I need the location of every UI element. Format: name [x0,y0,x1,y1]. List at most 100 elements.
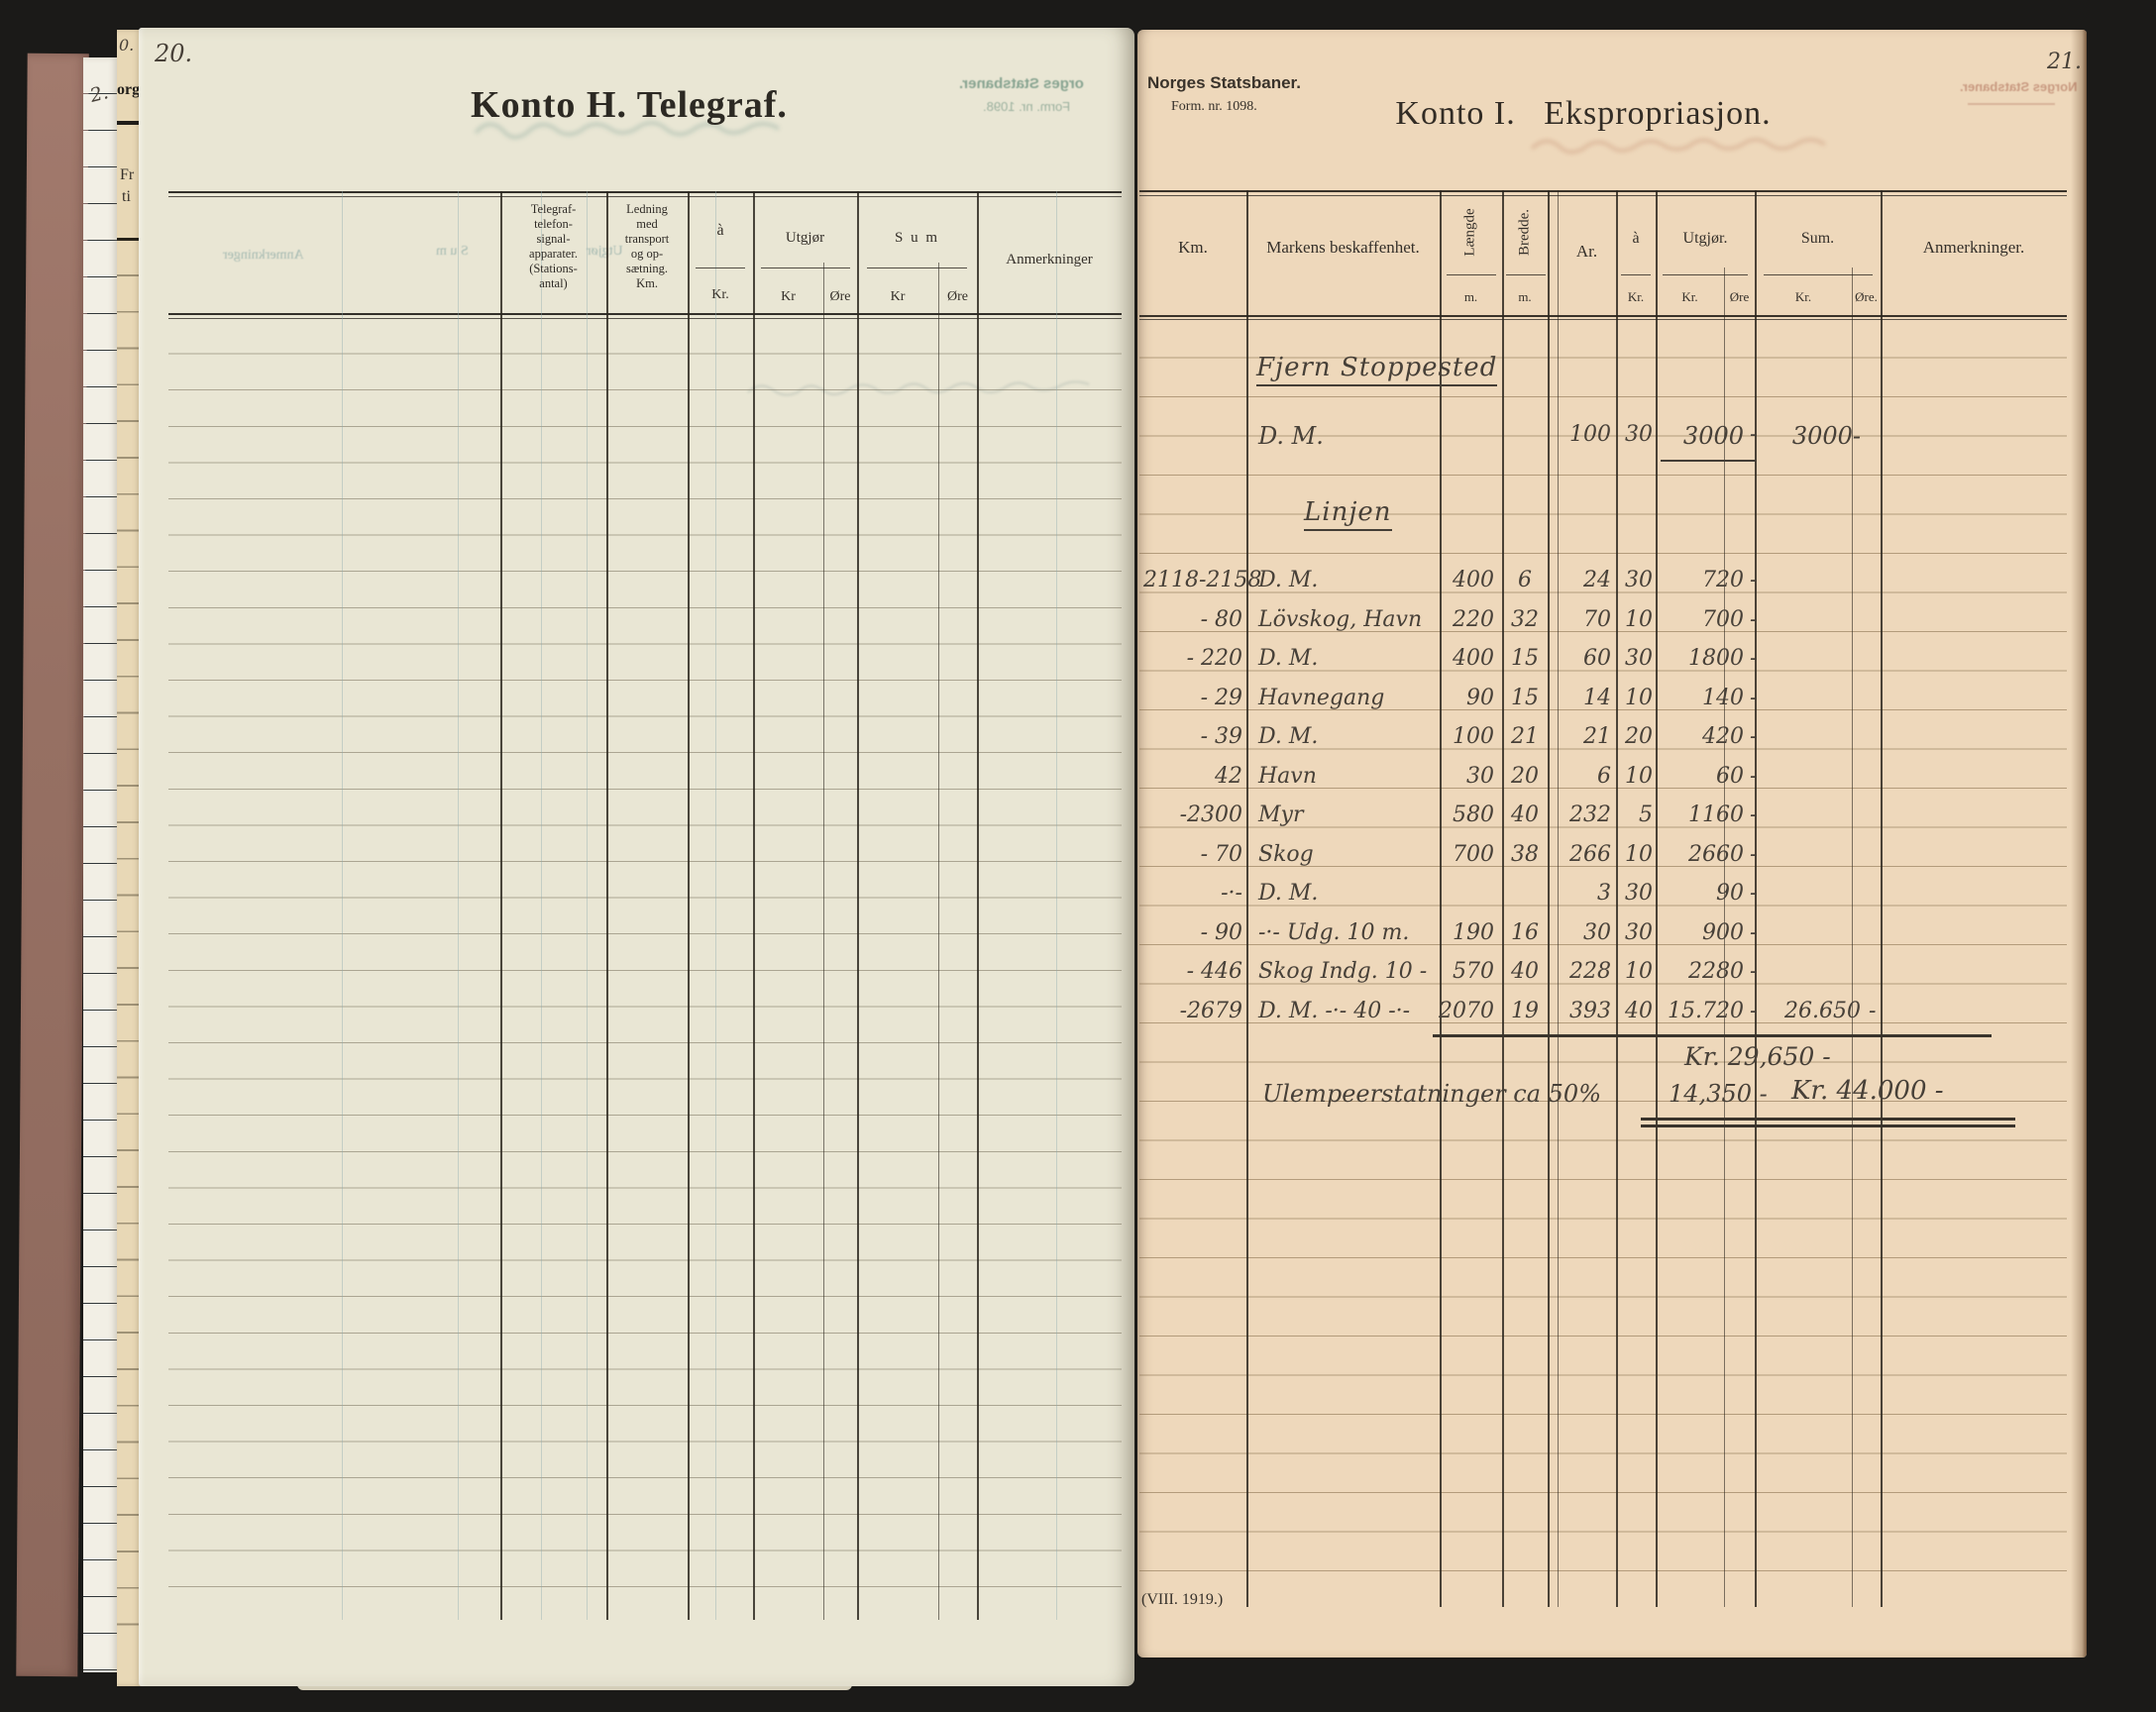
ar-cell: 21 [1583,724,1611,749]
white-page-edge: 2. [83,57,118,1672]
entry-row: -2679 D. M. -·- 40 -·- 2070 19 393 40 15… [1137,999,2087,1032]
right-page-number: 21. [2047,50,2082,74]
markens-cell: D. M. [1258,568,1319,592]
book-cover-edge [16,53,89,1677]
right-table-topline [1139,190,2067,192]
bredde-cell: 15 [1511,646,1539,671]
markens-cell: D. M. [1258,724,1319,749]
utgjor-cell: 900 [1702,919,1744,945]
bleedthrough-title-squiggle-right [1530,138,1827,155]
right-table-vline-ore [1852,268,1853,1607]
utgjor-cell: 420 [1702,724,1744,749]
ar-cell: 393 [1569,998,1611,1023]
left-col-utgjor: Utgjør [785,230,825,246]
laengde-cell: 570 [1453,959,1494,984]
utgjor-cell: 1800 [1688,646,1744,671]
right-page: 21. Norges Statsbaner. Norges Statsbaner… [1137,30,2087,1658]
section-fjern-stoppested: Fjern Stoppested [1256,353,1498,386]
ore-cell: - [1750,422,1758,447]
markens-cell: Havnegang [1258,685,1385,710]
right-table-vline [1548,190,1550,1607]
bleedthrough-vline [1056,191,1057,1620]
form-number: Form. nr. 1098. [1171,99,1257,114]
a-cell: 10 [1625,841,1653,867]
laengde-cell: 220 [1453,606,1494,632]
right-table-rowlines [1139,319,2067,1607]
markens-cell: Lövskog, Havn [1258,606,1423,632]
ar-cell: 228 [1569,959,1611,984]
sum-subline [1764,274,1873,275]
spine-page-number-2: 2. [87,81,111,107]
spine-page-number-0: 0. [119,36,135,54]
sum-rule [1433,1034,1992,1037]
spine-text-fr: Fr [120,166,135,183]
laengde-cell: 400 [1453,568,1494,592]
left-table-vline [500,191,502,1620]
ore-cell: - [1750,724,1758,749]
markens-cell: D. M. [1258,646,1319,671]
ulempe-label: Ulempeerstatninger ca 50% [1262,1080,1601,1108]
bredde-subline [1506,274,1546,275]
ar-cell: 100 [1569,422,1611,447]
markens-cell: D. M. [1258,422,1324,450]
left-header-bottomline [168,313,1122,315]
ore-cell: - [1750,568,1758,592]
markens-cell: D. M. -·- 40 -·- [1258,998,1411,1023]
a-cell: 10 [1625,959,1653,984]
right-table-vline-ore [1724,268,1725,1607]
laengde-cell: 700 [1453,841,1494,867]
a-cell: 5 [1639,802,1653,827]
entry-row: 42 Havn 30 20 6 10 60 - [1137,764,2087,798]
ar-cell: 24 [1583,568,1611,592]
bredde-cell: 38 [1511,841,1539,867]
right-table-vline [1440,190,1442,1607]
markens-cell: Myr [1258,802,1304,827]
bredde-cell: 40 [1511,959,1539,984]
bleedthrough-vline [541,191,542,1620]
col-laengde: Længde [1461,208,1478,257]
col-ar: Ar. [1575,242,1598,261]
entry-row: - 220 D. M. 400 15 60 30 1800 - [1137,646,2087,680]
form-footer-note: (VIII. 1919.) [1141,1591,1224,1608]
grand-total-underline-2 [1641,1124,2015,1127]
entry-row: -·- D. M. 3 30 90 - [1137,881,2087,914]
col-utgjor: Utgjør. [1682,230,1728,247]
ar-cell: 14 [1583,685,1611,710]
a-cell: 30 [1625,568,1653,592]
markens-cell: Skog Indg. 10 - [1258,959,1428,984]
tan-edge-dash [117,238,139,241]
left-table-vline [977,191,979,1620]
bredde-cell: 40 [1511,802,1539,827]
entry-row-first: D. M. 100 30 3000 - 3000- [1137,422,2087,456]
left-page-number: 20. [155,40,193,67]
km-cell: - 70 [1200,841,1242,867]
ore-cell: - [1750,646,1758,671]
entry-row: - 29 Havnegang 90 15 14 10 140 - [1137,686,2087,719]
ore-cell: - [1750,959,1758,984]
col-a: à [1632,230,1640,247]
laengde-cell: 90 [1466,685,1494,710]
right-table-vline [1616,190,1618,1607]
km-cell: - 446 [1186,959,1242,984]
km-cell: -2679 [1179,998,1242,1023]
left-table-vline [753,191,755,1620]
laengde-cell: 190 [1453,919,1494,945]
sum-cell: 3000- [1791,422,1861,450]
ar-cell: 266 [1569,841,1611,867]
ulempe-value: 14,350 - [1669,1080,1768,1108]
col-utgjor-ore: Øre [1729,289,1750,304]
right-table-vline [1881,190,1883,1607]
ore-cell: - [1750,998,1758,1023]
ar-cell: 30 [1583,919,1611,945]
bleedthrough-anm: Anmerkninger [223,248,304,263]
col-bredde: Bredde. [1516,208,1533,257]
ar-cell: 60 [1583,646,1611,671]
left-table-vline-ore [823,263,824,1620]
bredde-cell: 16 [1511,919,1539,945]
entry-row: -2300 Myr 580 40 232 5 1160 - [1137,802,2087,836]
section-linjen: Linjen [1304,497,1392,531]
utgjor-cell: 3000 [1682,422,1744,450]
a-subline [1621,274,1651,275]
a-cell: 30 [1625,422,1653,447]
